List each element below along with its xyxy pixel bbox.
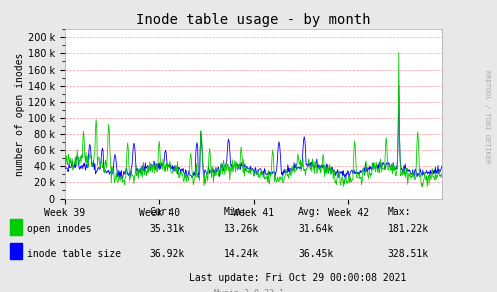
Text: 181.22k: 181.22k <box>388 225 429 234</box>
Text: 13.26k: 13.26k <box>224 225 259 234</box>
Text: 14.24k: 14.24k <box>224 249 259 259</box>
Title: Inode table usage - by month: Inode table usage - by month <box>136 13 371 27</box>
Text: 36.92k: 36.92k <box>149 249 184 259</box>
Text: Avg:: Avg: <box>298 207 322 217</box>
Text: Min:: Min: <box>224 207 247 217</box>
Y-axis label: number of open inodes: number of open inodes <box>15 52 25 175</box>
Text: 35.31k: 35.31k <box>149 225 184 234</box>
Text: 31.64k: 31.64k <box>298 225 333 234</box>
Bar <box>10 243 22 259</box>
Text: RRDTOOL / TOBI OETIKER: RRDTOOL / TOBI OETIKER <box>484 70 490 164</box>
Text: open inodes: open inodes <box>27 225 92 234</box>
Text: Last update: Fri Oct 29 00:00:08 2021: Last update: Fri Oct 29 00:00:08 2021 <box>189 274 406 284</box>
Text: inode table size: inode table size <box>27 249 121 259</box>
Text: Max:: Max: <box>388 207 411 217</box>
Text: 36.45k: 36.45k <box>298 249 333 259</box>
Text: 328.51k: 328.51k <box>388 249 429 259</box>
Bar <box>10 219 22 235</box>
Text: Cur:: Cur: <box>149 207 172 217</box>
Text: Munin 2.0.33-1: Munin 2.0.33-1 <box>214 289 283 292</box>
